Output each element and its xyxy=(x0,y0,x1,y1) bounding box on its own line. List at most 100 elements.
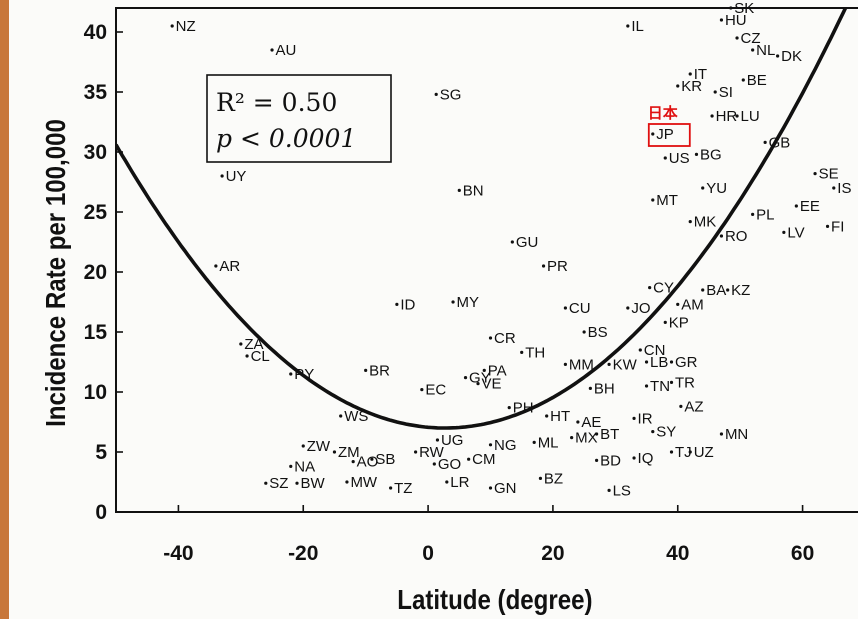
data-point-se xyxy=(813,172,817,176)
data-point-sy xyxy=(651,430,655,434)
data-point-pr xyxy=(541,264,546,268)
data-point-bd xyxy=(595,458,599,462)
data-point-lu xyxy=(735,114,739,118)
x-axis-title: Latitude (degree) xyxy=(397,583,592,615)
point-label-ae: AE xyxy=(581,414,601,431)
data-point-cz xyxy=(735,36,739,40)
point-label-jp: JP xyxy=(656,126,674,143)
data-point-mm xyxy=(563,362,568,366)
data-point-my xyxy=(451,300,455,304)
point-label-mx: MX xyxy=(575,430,598,447)
data-point-ec xyxy=(420,388,424,392)
data-point-cl xyxy=(245,354,249,358)
data-point-az xyxy=(679,404,683,408)
point-label-ar: AR xyxy=(219,258,240,275)
point-label-ls: LS xyxy=(613,482,631,499)
data-point-mt xyxy=(651,198,655,202)
y-tick-label: 30 xyxy=(84,141,107,164)
point-label-bn: BN xyxy=(463,182,484,199)
point-label-lv: LV xyxy=(787,224,804,241)
point-label-ph: PH xyxy=(513,400,534,417)
data-point-hu xyxy=(719,18,724,22)
plot-area xyxy=(115,7,858,513)
point-label-fi: FI xyxy=(831,218,844,235)
point-label-lr: LR xyxy=(450,474,469,491)
point-label-mm: MM xyxy=(569,356,594,373)
point-label-kr: KR xyxy=(681,78,702,95)
data-point-pa xyxy=(482,368,486,372)
data-point-ee xyxy=(794,204,798,208)
point-label-sk: SK xyxy=(734,0,754,17)
data-point-ba xyxy=(701,288,705,292)
y-tick-label: 5 xyxy=(95,441,107,464)
data-point-tz xyxy=(389,486,393,490)
point-label-sy: SY xyxy=(656,424,676,441)
x-tick-label: 60 xyxy=(791,542,814,565)
point-label-ro: RO xyxy=(725,228,748,245)
data-point-be xyxy=(741,78,745,82)
data-point-si xyxy=(713,90,717,94)
data-point-bz xyxy=(538,476,543,480)
data-point-yu xyxy=(701,186,705,190)
point-label-bd: BD xyxy=(600,452,621,469)
point-label-tn: TN xyxy=(650,378,670,395)
y-axis-title: Incidence Rate per 100,000 xyxy=(39,119,71,427)
point-label-zm: ZM xyxy=(338,444,360,461)
point-label-ee: EE xyxy=(800,198,820,215)
x-tick-label: 20 xyxy=(541,542,564,565)
y-tick-label: 40 xyxy=(84,21,107,44)
point-label-cl: CL xyxy=(251,348,270,365)
data-point-sz xyxy=(264,481,268,485)
point-label-pa: PA xyxy=(488,362,507,379)
point-label-kw: KW xyxy=(613,356,638,373)
data-point-uy xyxy=(220,174,224,178)
point-label-py: PY xyxy=(294,366,314,383)
y-tick-label: 35 xyxy=(84,81,108,104)
data-point-bs xyxy=(582,330,586,334)
point-label-ba: BA xyxy=(706,282,726,299)
point-label-si: SI xyxy=(719,84,733,101)
point-label-sb: SB xyxy=(375,451,395,468)
point-label-cy: CY xyxy=(653,280,674,297)
point-label-th: TH xyxy=(525,344,545,361)
x-tick-label: 40 xyxy=(666,542,689,565)
point-label-be: BE xyxy=(747,72,767,89)
point-label-cr: CR xyxy=(494,330,516,347)
data-point-uz xyxy=(688,450,692,454)
point-label-ec: EC xyxy=(425,382,446,399)
point-label-hu: HU xyxy=(725,12,747,29)
x-tick-label: -40 xyxy=(163,542,193,565)
point-label-gb: GB xyxy=(769,134,791,151)
data-point-gu xyxy=(510,240,514,244)
plot-border xyxy=(115,7,858,513)
point-label-uz: UZ xyxy=(694,444,714,461)
data-point-rw xyxy=(414,450,418,454)
data-point-cy xyxy=(648,286,652,290)
point-label-pl: PL xyxy=(756,206,774,223)
point-label-it: IT xyxy=(694,66,707,83)
data-point-gr xyxy=(669,360,674,364)
data-point-ir xyxy=(632,416,636,420)
point-label-gn: GN xyxy=(494,480,517,497)
point-label-tj: TJ xyxy=(675,444,692,461)
data-point-bh xyxy=(588,386,592,390)
data-point-mn xyxy=(719,432,724,436)
y-tick-label: 20 xyxy=(84,261,107,284)
data-point-id xyxy=(395,302,399,306)
point-label-mk: MK xyxy=(694,214,717,231)
scatter-chart: -40 -20 0 20 40 60 0 5 10 15 20 25 30 35 40 NZ AU UY AR ZA… xyxy=(39,0,858,615)
data-point-py xyxy=(289,372,293,376)
point-label-bz: BZ xyxy=(544,470,563,487)
data-point-nz xyxy=(170,24,174,28)
point-label-ht: HT xyxy=(550,408,570,425)
point-label-ml: ML xyxy=(538,434,559,451)
point-label-ug: UG xyxy=(441,432,464,449)
data-point-tn xyxy=(644,384,649,388)
point-label-my: MY xyxy=(457,294,480,311)
point-label-mt: MT xyxy=(656,192,678,209)
point-label-mw: MW xyxy=(350,474,377,491)
point-label-cn: CN xyxy=(644,342,666,359)
data-point-tj xyxy=(669,450,674,454)
point-label-zw: ZW xyxy=(307,438,331,455)
